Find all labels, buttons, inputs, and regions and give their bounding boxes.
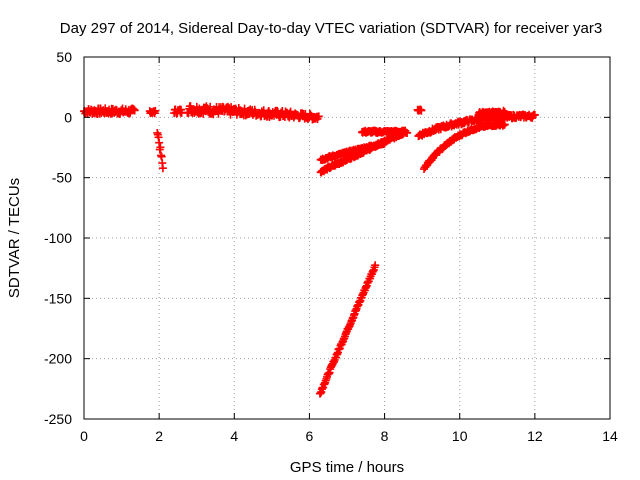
x-tick-label: 14 [602, 428, 618, 444]
data-points [80, 102, 539, 398]
y-tick-label: -200 [44, 351, 72, 367]
x-tick-label: 4 [230, 428, 238, 444]
data-point [156, 143, 165, 152]
x-axis-label: GPS time / hours [290, 459, 404, 476]
y-tick-label: -150 [44, 290, 72, 306]
plot-frame [83, 56, 611, 420]
y-tick-label: -50 [52, 170, 72, 186]
y-tick-label: 0 [64, 109, 72, 125]
x-tick-label: 6 [306, 428, 314, 444]
data-point [380, 139, 389, 148]
data-point [314, 112, 323, 121]
data-point [371, 261, 380, 270]
x-tick-label: 8 [381, 428, 389, 444]
data-point [403, 128, 412, 137]
data-point [417, 106, 426, 115]
grid-lines [84, 57, 610, 419]
data-point [158, 164, 167, 173]
axis-ticks: 0 2 4 6 8 10 12 14 50 0 -50 -100 -150 -200 -250 [44, 49, 618, 444]
data-point [500, 120, 509, 129]
data-point [500, 108, 509, 117]
data-point [530, 111, 539, 120]
y-tick-label: 50 [56, 49, 72, 65]
y-tick-label: -100 [44, 230, 72, 246]
y-axis-label: SDTVAR / TECUs [6, 178, 23, 298]
x-tick-label: 0 [80, 428, 88, 444]
x-tick-label: 2 [155, 428, 163, 444]
data-point [130, 106, 139, 115]
y-tick-label: -250 [44, 411, 72, 427]
data-point [151, 106, 160, 115]
x-tick-label: 10 [452, 428, 468, 444]
chart-title: Day 297 of 2014, Sidereal Day-to-day VTE… [60, 20, 602, 37]
data-point [155, 138, 164, 147]
x-tick-label: 12 [527, 428, 543, 444]
